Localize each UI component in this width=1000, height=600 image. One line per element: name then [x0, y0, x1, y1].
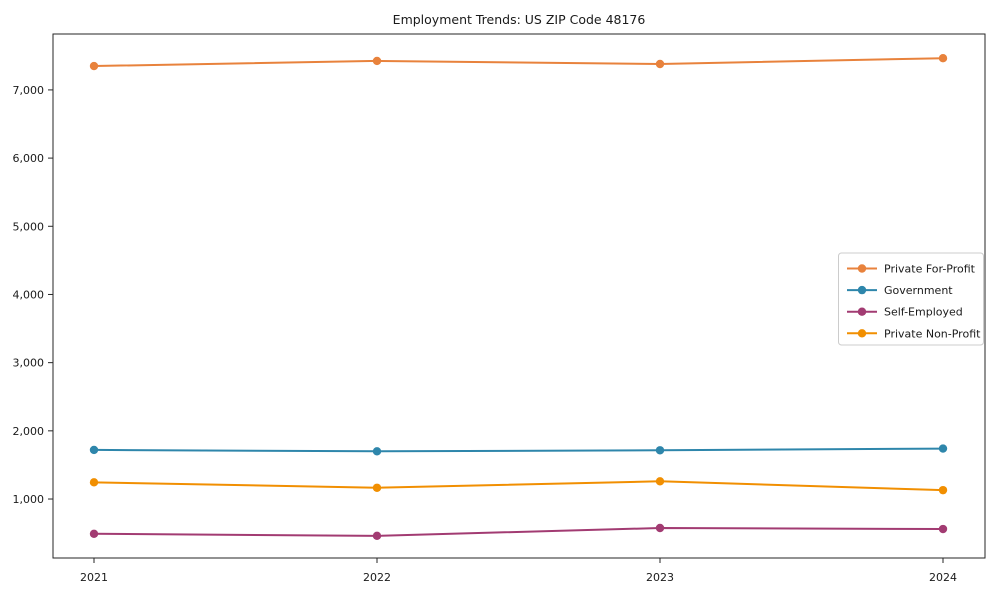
data-point: [655, 523, 665, 533]
y-tick-label: 6,000: [13, 152, 45, 165]
x-tick-label: 2021: [80, 571, 108, 584]
data-point: [372, 531, 382, 541]
legend-label: Private Non-Profit: [884, 327, 981, 340]
y-tick-label: 2,000: [13, 425, 45, 438]
data-point: [938, 444, 948, 453]
legend-label: Private For-Profit: [884, 263, 976, 276]
data-point: [89, 445, 99, 455]
legend-marker-dot: [857, 285, 867, 295]
data-point: [655, 446, 665, 455]
data-point: [938, 54, 948, 63]
data-point: [655, 477, 665, 486]
chart-title: Employment Trends: US ZIP Code 48176: [393, 12, 646, 27]
legend-item: Government: [847, 284, 953, 297]
data-point: [655, 59, 665, 69]
data-point: [89, 529, 99, 538]
legend-item: Self-Employed: [847, 306, 963, 319]
data-point: [372, 56, 382, 66]
data-point: [372, 483, 382, 492]
legend-marker-dot: [857, 307, 867, 316]
y-tick-label: 5,000: [13, 220, 45, 233]
series-line-government: [93, 447, 944, 453]
data-point: [89, 61, 99, 71]
x-tick-label: 2022: [363, 571, 391, 584]
series-line-private-for-profit: [93, 57, 944, 68]
data-point: [938, 485, 948, 495]
data-point: [938, 524, 948, 534]
series-line-private-non-profit: [93, 480, 944, 492]
data-point: [372, 447, 382, 456]
x-tick-label: 2023: [646, 571, 674, 584]
legend-box: [838, 252, 984, 346]
legend-label: Government: [884, 284, 953, 297]
y-tick-label: 4,000: [13, 288, 45, 301]
series-layer: [89, 54, 948, 541]
x-axis: 2021 2022 2023 2024: [80, 558, 957, 584]
y-tick-label: 7,000: [13, 84, 45, 97]
plot-border: [52, 33, 986, 559]
y-tick-label: 3,000: [13, 357, 45, 370]
y-axis: 1,000 2,000 3,000 4,000 5,000 6,000 7,000: [13, 84, 53, 506]
legend-item: Private Non-Profit: [847, 327, 981, 340]
legend-item: Private For-Profit: [847, 263, 976, 276]
series-line-self-employed: [93, 526, 944, 537]
y-tick-label: 1,000: [13, 493, 45, 506]
legend: Private For-Profit Government Self-Employe…: [838, 252, 984, 346]
data-point: [89, 478, 99, 487]
x-tick-label: 2024: [929, 571, 957, 584]
legend-label: Self-Employed: [884, 306, 963, 319]
legend-marker-dot: [857, 329, 867, 338]
legend-marker-dot: [857, 264, 867, 273]
